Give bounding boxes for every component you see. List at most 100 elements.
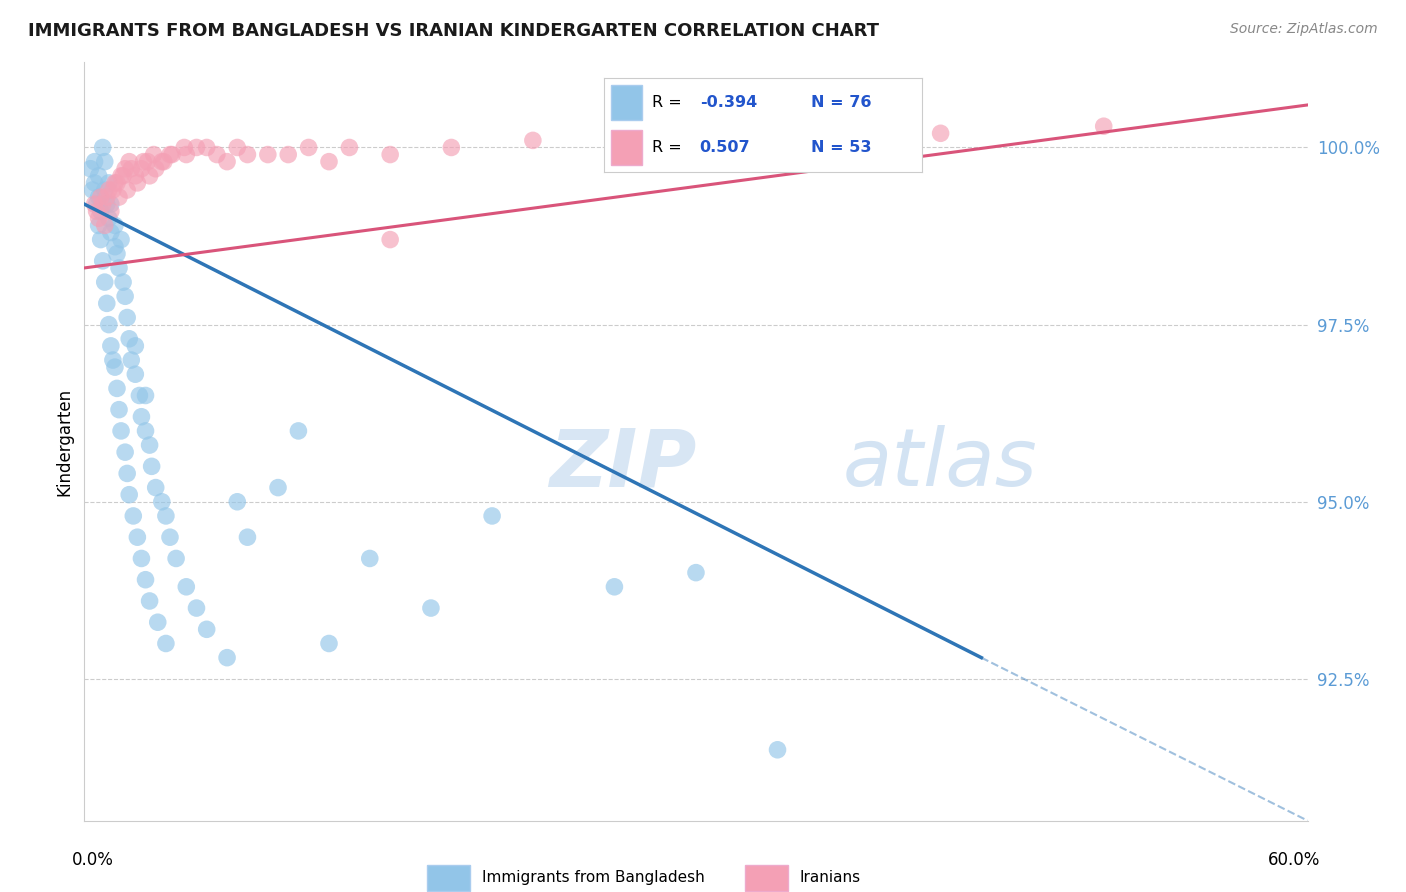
Point xyxy=(135,388,157,402)
Point xyxy=(145,161,167,176)
Text: 0.0%: 0.0% xyxy=(72,851,114,869)
Point xyxy=(420,601,443,615)
Point xyxy=(87,190,110,204)
Point xyxy=(186,601,208,615)
Point xyxy=(318,636,340,650)
Point xyxy=(380,233,402,247)
Point xyxy=(603,140,626,154)
Point xyxy=(91,197,114,211)
Point xyxy=(173,140,195,154)
Point xyxy=(112,169,135,183)
Point xyxy=(100,339,122,353)
Point xyxy=(100,197,122,211)
Point xyxy=(104,219,127,233)
Point xyxy=(87,219,110,233)
Point xyxy=(131,409,153,424)
Point xyxy=(118,332,141,346)
Point xyxy=(135,573,157,587)
Point xyxy=(685,566,707,580)
Point xyxy=(195,623,218,637)
Point xyxy=(97,318,120,332)
Point xyxy=(93,219,115,233)
Point xyxy=(155,636,177,650)
Point xyxy=(110,169,132,183)
Point xyxy=(174,580,197,594)
Point xyxy=(236,530,259,544)
Point xyxy=(110,424,132,438)
FancyBboxPatch shape xyxy=(427,864,470,891)
Point xyxy=(104,176,127,190)
Point xyxy=(91,140,114,154)
Point xyxy=(118,154,141,169)
Point xyxy=(186,140,208,154)
Point xyxy=(132,154,155,169)
Point xyxy=(141,459,163,474)
Point xyxy=(150,154,173,169)
Point xyxy=(96,296,118,310)
Point xyxy=(93,275,115,289)
Point xyxy=(100,204,122,219)
Point xyxy=(1092,119,1115,133)
Point xyxy=(155,508,177,523)
Point xyxy=(100,226,122,240)
Point xyxy=(603,580,626,594)
Point xyxy=(115,467,138,481)
Point xyxy=(685,147,707,161)
Point xyxy=(97,211,120,226)
Point xyxy=(807,140,830,154)
Point xyxy=(124,169,146,183)
Point xyxy=(131,551,153,566)
Point xyxy=(165,551,187,566)
Point xyxy=(93,183,115,197)
Point xyxy=(101,353,124,368)
Point xyxy=(82,183,104,197)
FancyBboxPatch shape xyxy=(745,864,787,891)
Point xyxy=(108,260,131,275)
Point xyxy=(136,154,159,169)
Point xyxy=(440,140,463,154)
Point xyxy=(118,488,141,502)
Point xyxy=(159,530,181,544)
Text: IMMIGRANTS FROM BANGLADESH VS IRANIAN KINDERGARTEN CORRELATION CHART: IMMIGRANTS FROM BANGLADESH VS IRANIAN KI… xyxy=(28,22,879,40)
Point xyxy=(138,169,160,183)
Point xyxy=(105,246,128,260)
Point xyxy=(339,140,361,154)
Point xyxy=(226,140,249,154)
Point xyxy=(93,154,115,169)
Text: Source: ZipAtlas.com: Source: ZipAtlas.com xyxy=(1230,22,1378,37)
Point xyxy=(277,147,299,161)
Point xyxy=(195,140,218,154)
Text: Immigrants from Bangladesh: Immigrants from Bangladesh xyxy=(482,870,704,885)
Point xyxy=(83,197,105,211)
Point xyxy=(124,339,146,353)
Point xyxy=(236,147,259,161)
Point xyxy=(153,154,176,169)
Text: atlas: atlas xyxy=(842,425,1038,503)
Point xyxy=(105,176,128,190)
Point xyxy=(217,154,239,169)
Point xyxy=(138,594,160,608)
Point xyxy=(205,147,228,161)
Point xyxy=(217,650,239,665)
Point xyxy=(380,147,402,161)
Point xyxy=(86,197,108,211)
Point xyxy=(128,388,150,402)
Point xyxy=(83,154,105,169)
Point xyxy=(97,176,120,190)
Point xyxy=(135,424,157,438)
Point xyxy=(174,147,197,161)
Point xyxy=(96,190,118,204)
Point xyxy=(150,495,173,509)
Point xyxy=(91,253,114,268)
Point xyxy=(120,353,142,368)
Point xyxy=(114,289,136,303)
Point xyxy=(298,140,321,154)
Point xyxy=(83,176,105,190)
Point xyxy=(104,240,127,254)
Point xyxy=(96,197,118,211)
Point xyxy=(131,161,153,176)
Point xyxy=(101,183,124,197)
Point xyxy=(79,161,101,176)
Point xyxy=(114,445,136,459)
Point xyxy=(122,508,145,523)
